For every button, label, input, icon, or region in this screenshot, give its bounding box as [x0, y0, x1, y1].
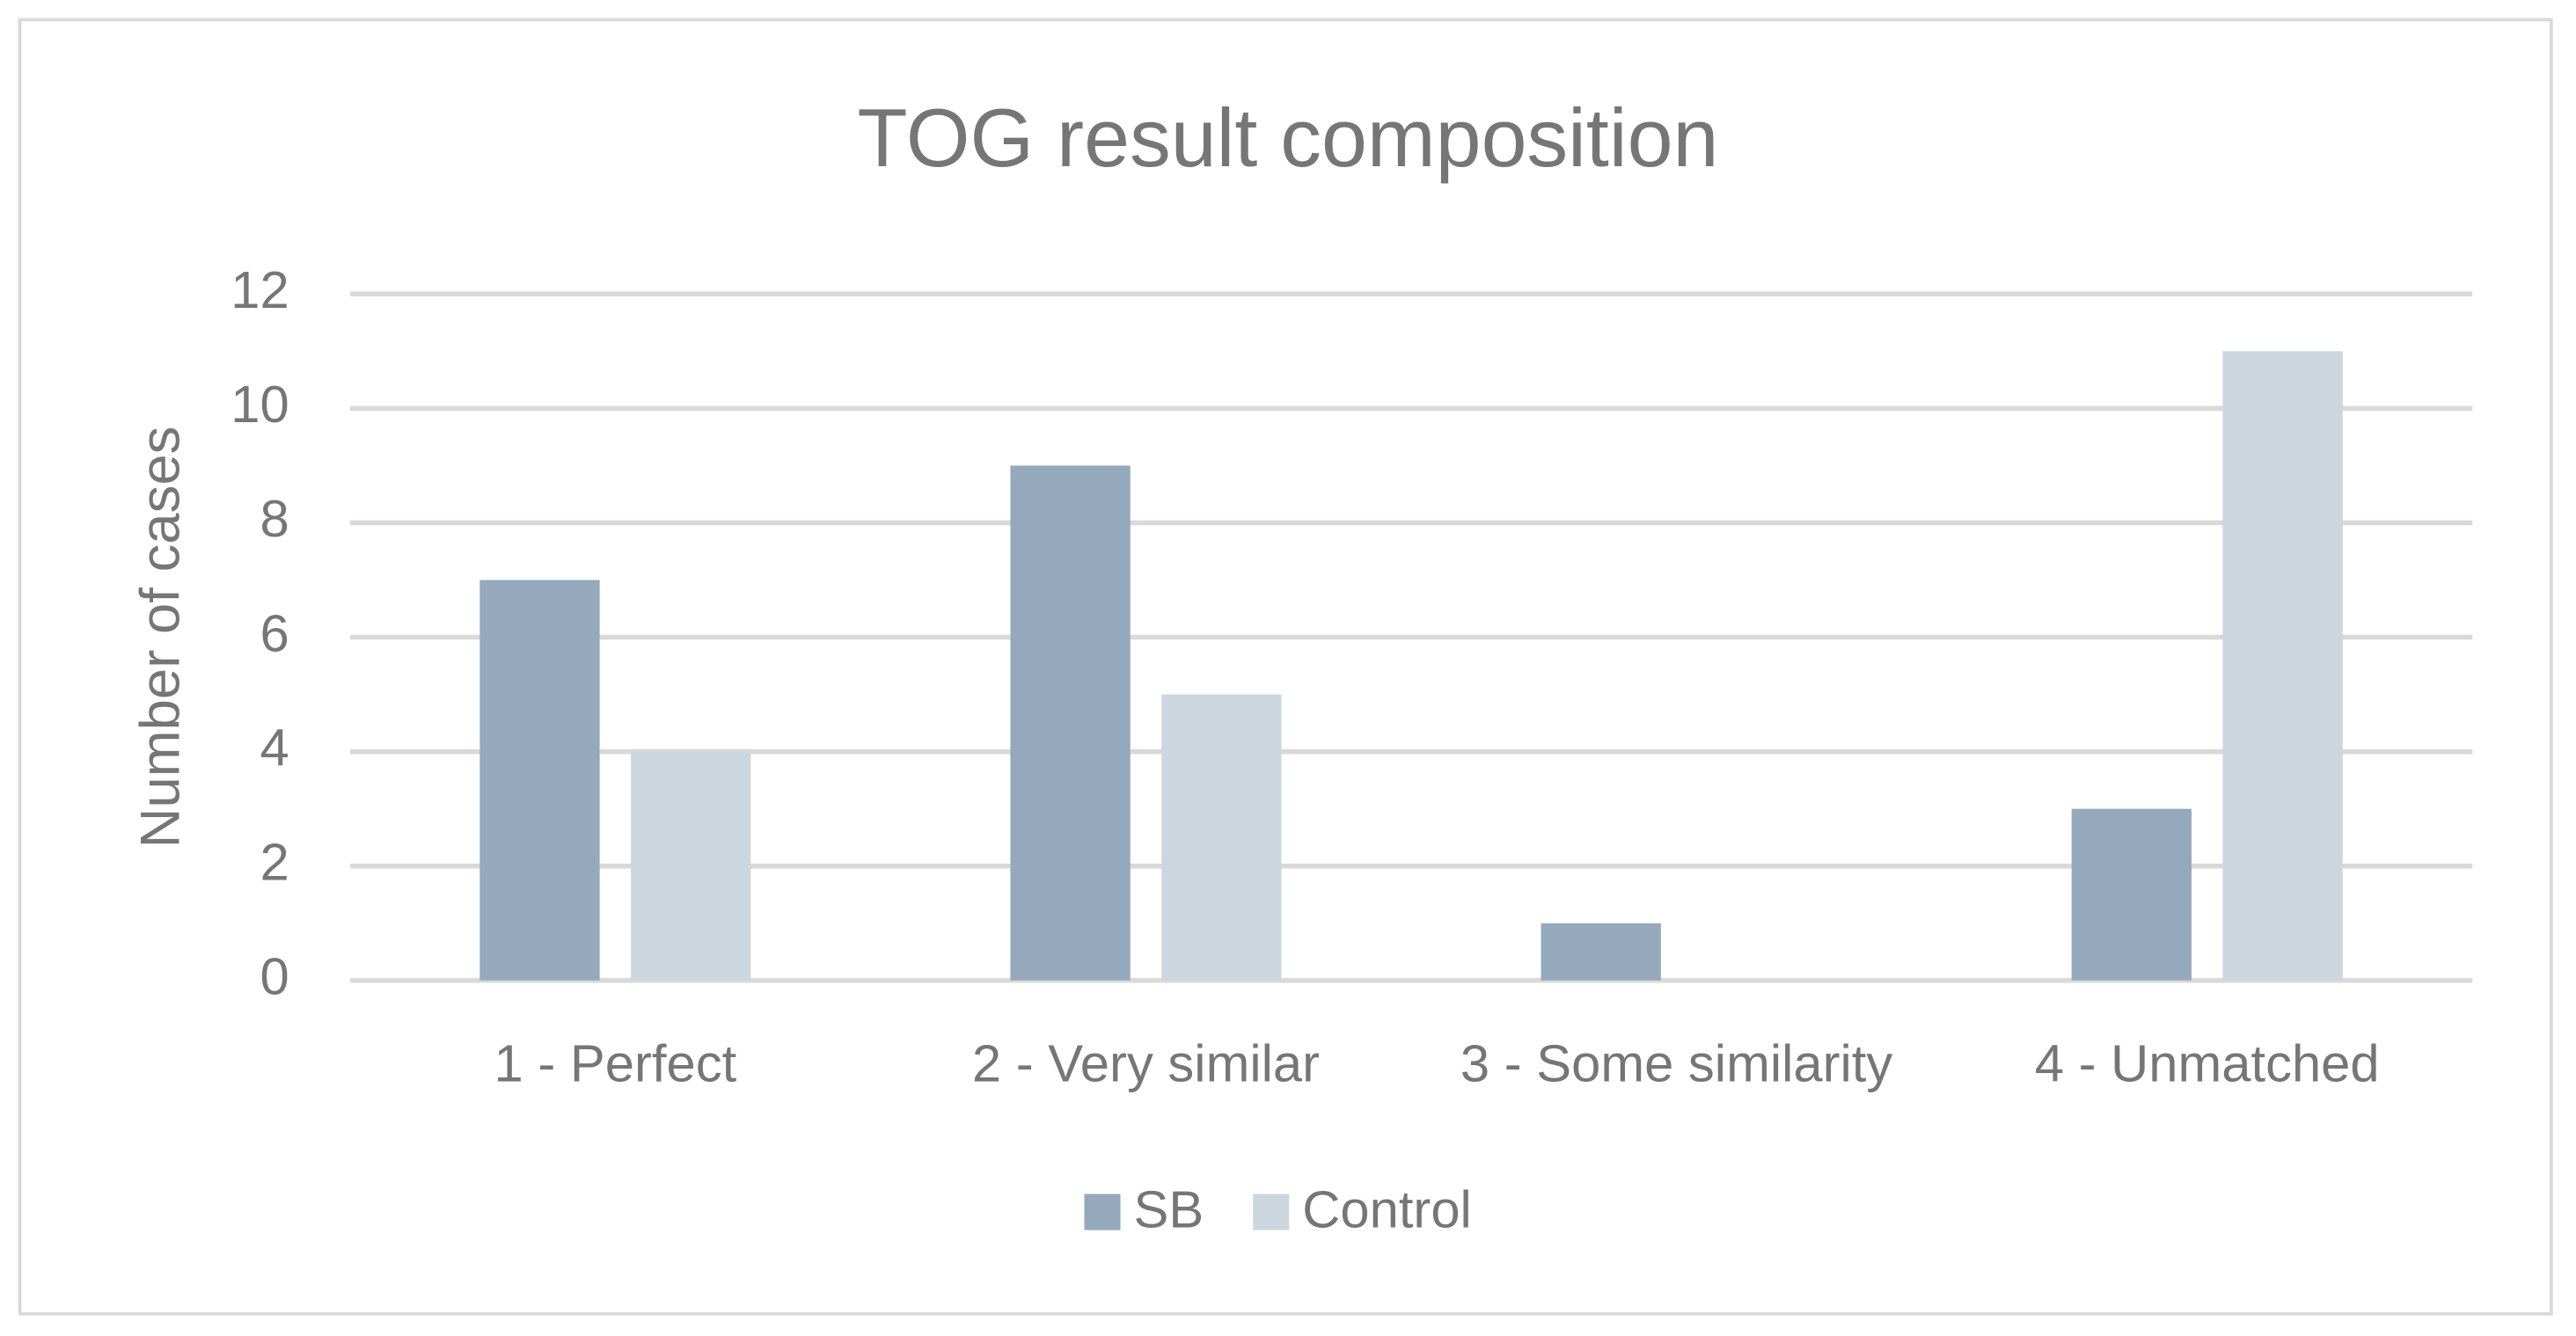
bar	[479, 580, 600, 981]
bar	[1010, 465, 1131, 981]
y-tick-label: 8	[260, 489, 289, 548]
bar	[2222, 351, 2343, 981]
legend-label: SB	[1133, 1180, 1204, 1239]
chart-border	[18, 18, 2553, 1316]
y-tick-label: 6	[260, 603, 289, 662]
bar	[2071, 808, 2192, 981]
x-tick-label: 3 - Some similarity	[1460, 1033, 1892, 1092]
bar	[1161, 694, 1282, 981]
x-tick-label: 2 - Very similar	[972, 1033, 1320, 1092]
bar	[1540, 923, 1661, 981]
y-axis-label: Number of cases	[130, 427, 192, 849]
x-tick-label: 1 - Perfect	[494, 1033, 737, 1092]
chart-title: TOG result composition	[858, 91, 1719, 184]
y-tick-label: 0	[260, 947, 289, 1006]
y-tick-label: 4	[260, 718, 289, 777]
bar	[631, 751, 751, 981]
y-tick-label: 10	[231, 375, 289, 434]
legend-label: Control	[1302, 1180, 1472, 1239]
x-tick-label: 4 - Unmatched	[2035, 1033, 2380, 1092]
legend-swatch	[1084, 1194, 1121, 1230]
y-tick-label: 2	[260, 832, 289, 891]
y-tick-label: 12	[231, 260, 289, 319]
legend-swatch	[1253, 1194, 1290, 1230]
